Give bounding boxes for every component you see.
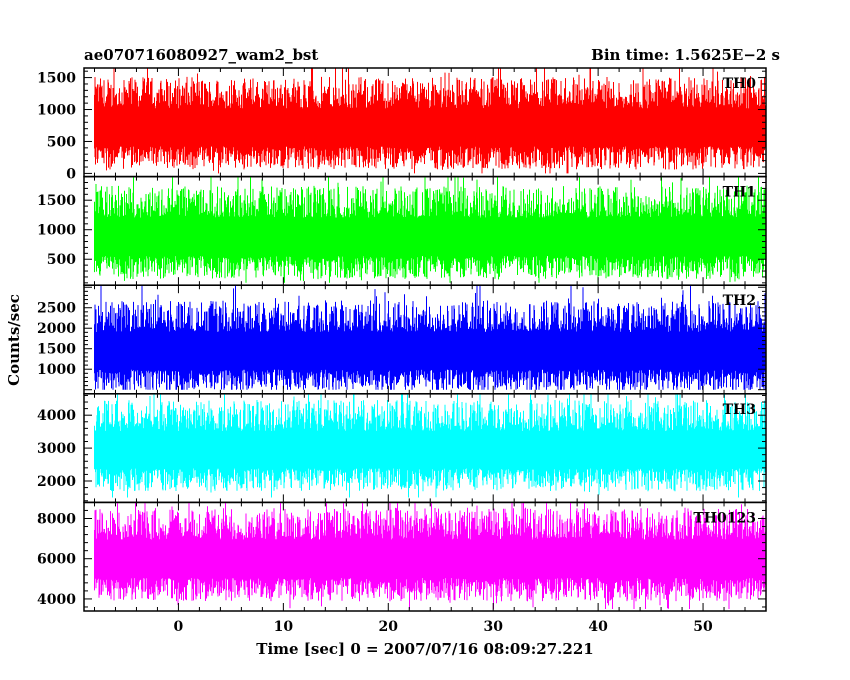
- x-tick-label: 20: [379, 619, 399, 635]
- panel-frame: [83, 501, 767, 612]
- y-tick-label: 8000: [37, 511, 76, 527]
- series-core-th1: [94, 217, 766, 256]
- series-core-th3: [94, 431, 766, 469]
- x-tick-label: 30: [483, 619, 503, 635]
- y-tick-label: 0: [66, 166, 76, 182]
- y-tick-label: 500: [47, 134, 76, 150]
- y-tick-label: 2000: [37, 474, 76, 490]
- panel-label-th2: TH2: [723, 293, 756, 309]
- x-tick-label: 10: [274, 619, 294, 635]
- series-core-th2: [94, 331, 766, 370]
- y-axis-label: Counts/sec: [5, 294, 23, 386]
- panel-label-th3: TH3: [723, 402, 756, 418]
- panel-label-th0123: TH0123: [693, 510, 756, 526]
- y-tick-label: 1000: [37, 103, 76, 119]
- y-tick-label: 1000: [37, 223, 76, 239]
- panel-label-th1: TH1: [723, 185, 756, 201]
- x-tick-label: 0: [174, 619, 184, 635]
- chart-title-right: Bin time: 1.5625E−2 s: [591, 46, 780, 64]
- series-core-th0: [94, 108, 766, 147]
- y-tick-label: 4000: [37, 592, 76, 608]
- y-tick-label: 3000: [37, 441, 76, 457]
- y-tick-label: 1500: [37, 342, 76, 358]
- x-tick-label: 40: [588, 619, 608, 635]
- y-tick-label: 4000: [37, 408, 76, 424]
- y-tick-label: 1500: [37, 71, 76, 87]
- y-tick-label: 500: [47, 252, 76, 268]
- y-tick-label: 1000: [37, 362, 76, 378]
- y-tick-label: 2500: [37, 301, 76, 317]
- y-tick-label: 1500: [37, 193, 76, 209]
- panel-label-th0: TH0: [723, 76, 757, 92]
- series-core-th0123: [94, 539, 766, 578]
- x-axis-label: Time [sec] 0 = 2007/07/16 08:09:27.221: [256, 640, 593, 658]
- chart-title-left: ae070716080927_wam2_bst: [84, 46, 318, 64]
- y-tick-label: 2000: [37, 321, 76, 337]
- x-tick-label: 50: [693, 619, 713, 635]
- y-tick-label: 6000: [37, 552, 76, 568]
